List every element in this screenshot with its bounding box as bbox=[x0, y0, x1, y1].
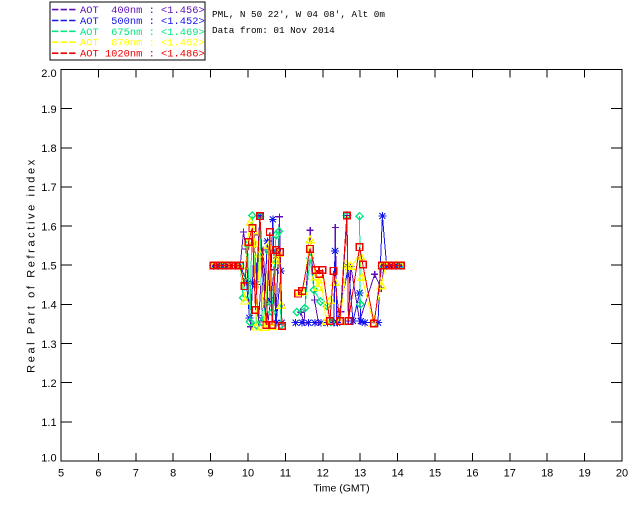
svg-text:9: 9 bbox=[208, 468, 214, 480]
svg-text:18: 18 bbox=[541, 468, 553, 480]
svg-text:Time (GMT): Time (GMT) bbox=[313, 483, 369, 495]
svg-text:19: 19 bbox=[578, 468, 590, 480]
svg-text:5: 5 bbox=[58, 468, 64, 480]
svg-text:AOT 400nm : <1.456>: AOT 400nm : <1.456> bbox=[80, 5, 205, 17]
svg-text:16: 16 bbox=[466, 468, 478, 480]
svg-text:1.5: 1.5 bbox=[41, 260, 56, 272]
svg-text:15: 15 bbox=[429, 468, 441, 480]
svg-text:11: 11 bbox=[280, 468, 291, 480]
svg-text:7: 7 bbox=[133, 468, 139, 480]
svg-text:1.9: 1.9 bbox=[41, 104, 56, 116]
svg-text:Real Part of Refractive index: Real Part of Refractive index bbox=[26, 157, 38, 373]
svg-text:AOT 870nm : <1.462>: AOT 870nm : <1.462> bbox=[80, 38, 205, 50]
svg-text:13: 13 bbox=[354, 468, 366, 480]
svg-text:1.2: 1.2 bbox=[41, 378, 56, 390]
svg-text:12: 12 bbox=[317, 468, 329, 480]
svg-text:17: 17 bbox=[504, 468, 516, 480]
svg-text:Data from: 01 Nov 2014: Data from: 01 Nov 2014 bbox=[212, 25, 335, 36]
svg-text:1.0: 1.0 bbox=[41, 453, 56, 465]
svg-text:PML, N 50 22', W 04 08', Alt 0: PML, N 50 22', W 04 08', Alt 0m bbox=[212, 9, 385, 20]
svg-text:20: 20 bbox=[616, 468, 628, 480]
svg-text:AOT 675nm : <1.469>: AOT 675nm : <1.469> bbox=[80, 27, 205, 39]
svg-text:1.8: 1.8 bbox=[41, 143, 56, 155]
svg-text:1.1: 1.1 bbox=[41, 417, 56, 429]
svg-text:2.0: 2.0 bbox=[41, 68, 56, 80]
svg-text:10: 10 bbox=[242, 468, 254, 480]
svg-text:14: 14 bbox=[391, 468, 403, 480]
svg-text:1.6: 1.6 bbox=[41, 221, 56, 233]
svg-text:1.4: 1.4 bbox=[41, 300, 56, 312]
svg-text:1.7: 1.7 bbox=[41, 182, 56, 194]
svg-text:8: 8 bbox=[170, 468, 176, 480]
svg-text:6: 6 bbox=[95, 468, 101, 480]
svg-text:AOT 500nm : <1.452>: AOT 500nm : <1.452> bbox=[80, 16, 205, 28]
svg-text:AOT 1020nm : <1.486>: AOT 1020nm : <1.486> bbox=[80, 49, 205, 61]
svg-text:1.3: 1.3 bbox=[41, 339, 56, 351]
